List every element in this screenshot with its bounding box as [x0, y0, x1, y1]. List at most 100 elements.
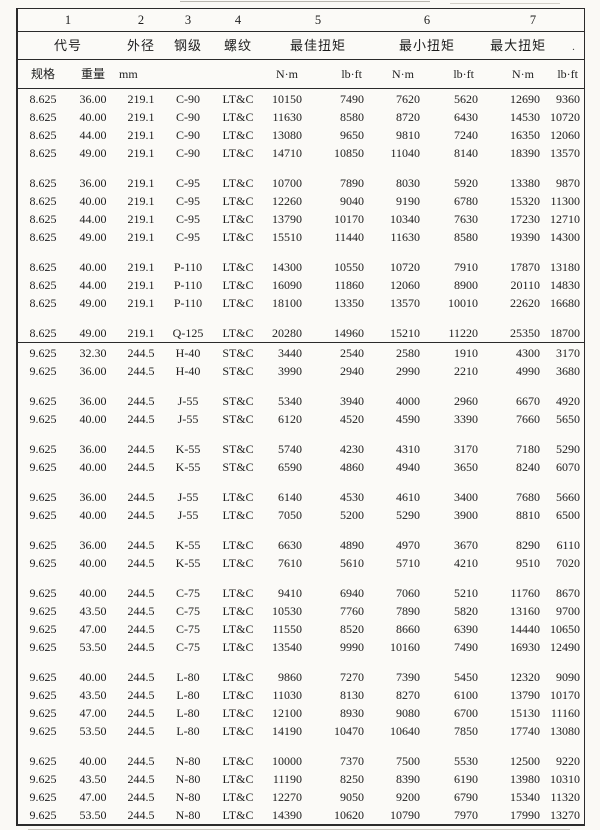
table-row: 8.625 49.00 219.1 C-90 LT&C 14710 10850 11040 81… [18, 144, 584, 162]
table-cell: 244.5 [127, 604, 155, 618]
table-cell: 8.625 [29, 146, 57, 160]
table-cell: 11220 [448, 326, 478, 340]
table-cell: 8.625 [29, 296, 57, 310]
subheader-empty [212, 60, 264, 88]
table-cell: LT&C [222, 296, 254, 310]
table-cell: 9700 [556, 604, 580, 618]
subheader-nm: N·m [512, 67, 534, 81]
table-cell: 11300 [550, 194, 580, 208]
table-cell: 8810 [516, 508, 540, 522]
header-optimal-torque: 最佳扭矩 [289, 38, 346, 53]
table-cell: 219.1 [127, 128, 155, 142]
table-cell: 9.625 [29, 442, 57, 456]
table-cell: 9.625 [29, 508, 57, 522]
column-number: 4 [234, 13, 242, 27]
table-cell: 9.625 [29, 538, 57, 552]
table-cell: LT&C [222, 212, 254, 226]
table-cell: 7630 [454, 212, 478, 226]
table-cell: 13180 [550, 260, 580, 274]
table-cell: ST&C [222, 460, 254, 474]
table-cell: 9360 [556, 92, 580, 106]
table-cell: 9220 [556, 754, 580, 768]
table-cell: 43.50 [79, 604, 107, 618]
table-cell: 14440 [510, 622, 540, 636]
table-cell: 8390 [396, 772, 420, 786]
table-cell: N-80 [175, 808, 201, 822]
table-cell: 44.00 [79, 128, 107, 142]
table-cell: 9.625 [29, 586, 57, 600]
table-cell: 53.50 [79, 640, 107, 654]
table-cell: 13790 [272, 212, 302, 226]
table-cell: 9.625 [29, 604, 57, 618]
table-cell: H-40 [175, 364, 201, 378]
table-cell: 6070 [556, 460, 580, 474]
table-row: 9.625 36.00 244.5 K-55 ST&C 5740 4230 4310 3170 7… [18, 440, 584, 458]
table-cell: 3940 [340, 394, 364, 408]
table-cell: 36.00 [79, 92, 107, 106]
table-cell: 9.625 [29, 622, 57, 636]
table-cell: 9.625 [29, 412, 57, 426]
table-cell: 12320 [510, 670, 540, 684]
table-cell: 244.5 [127, 394, 155, 408]
table-cell: 11860 [334, 278, 364, 292]
table-cell: 219.1 [127, 260, 155, 274]
table-cell: 9.625 [29, 754, 57, 768]
table-cell: 40.00 [79, 194, 107, 208]
table-section: 9.625 32.30 244.5 H-40 ST&C 3440 2540 2580 1910 4… [18, 342, 584, 824]
table-cell: 49.00 [79, 296, 107, 310]
table-cell: 6590 [278, 460, 302, 474]
table-cell: 18390 [510, 146, 540, 160]
table-cell: 244.5 [127, 538, 155, 552]
table-cell: 7490 [340, 92, 364, 106]
table-cell: 10160 [390, 640, 420, 654]
table-cell: J-55 [177, 508, 199, 522]
table-cell: 219.1 [127, 146, 155, 160]
table-row: 9.625 47.00 244.5 L-80 LT&C 12100 8930 9080 6700… [18, 704, 584, 722]
table-cell: 14710 [272, 146, 302, 160]
table-cell: 6120 [278, 412, 302, 426]
table-cell: 12500 [510, 754, 540, 768]
table-cell: 49.00 [79, 146, 107, 160]
table-row: 8.625 44.00 219.1 P-110 LT&C 16090 11860 12060 8… [18, 276, 584, 294]
table-cell: 16350 [510, 128, 540, 142]
table-cell: C-95 [176, 176, 200, 190]
table-cell: LT&C [222, 278, 254, 292]
table-cell: 8.625 [29, 176, 57, 190]
table-cell: 2960 [454, 394, 478, 408]
table-cell: 8290 [516, 538, 540, 552]
table-cell: LT&C [222, 622, 254, 636]
table-cell: 5200 [340, 508, 364, 522]
table-cell: 5530 [454, 754, 478, 768]
column-number: 5 [314, 13, 322, 27]
table-cell: N-80 [175, 790, 201, 804]
table-cell: LT&C [222, 604, 254, 618]
table-cell: 10470 [334, 724, 364, 738]
table-cell: 9.625 [29, 346, 57, 360]
table-cell: 244.5 [127, 364, 155, 378]
table-cell: P-110 [173, 296, 203, 310]
table-cell: J-55 [177, 394, 199, 408]
table-cell: 6190 [454, 772, 478, 786]
table-cell: L-80 [176, 706, 200, 720]
row-group: 9.625 36.00 244.5 K-55 LT&C 6630 4890 4970 3670 8… [18, 536, 584, 572]
table-cell: 244.5 [127, 688, 155, 702]
table-row: 9.625 43.50 244.5 N-80 LT&C 11190 8250 8390 6190… [18, 770, 584, 788]
table-cell: 10550 [334, 260, 364, 274]
table-cell: 9040 [340, 194, 364, 208]
table-cell: 219.1 [127, 176, 155, 190]
table-cell: C-90 [176, 110, 200, 124]
subheader-lbft: lb·ft [341, 67, 362, 81]
table-row: 8.625 49.00 219.1 Q-125 LT&C 20280 14960 15210 1… [18, 324, 584, 342]
table-cell: 36.00 [79, 364, 107, 378]
table-cell: 53.50 [79, 724, 107, 738]
scan-artifact-dot: . [572, 41, 576, 53]
table-cell: 7660 [516, 412, 540, 426]
row-group: 9.625 32.30 244.5 H-40 ST&C 3440 2540 2580 1910 4… [18, 344, 584, 380]
table-cell: 49.00 [79, 326, 107, 340]
table-cell: 13980 [510, 772, 540, 786]
table-cell: 11320 [550, 790, 580, 804]
table-cell: 5290 [396, 508, 420, 522]
table-cell: 36.00 [79, 490, 107, 504]
table-cell: LT&C [222, 538, 254, 552]
